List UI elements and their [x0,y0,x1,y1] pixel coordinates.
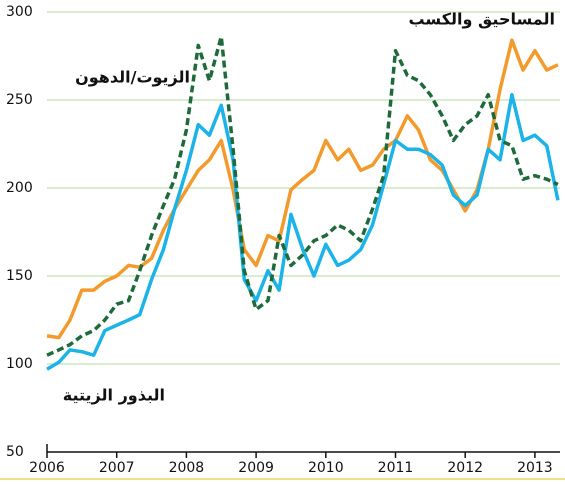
x-tick-label: 2013 [517,460,553,476]
x-tick-label: 2007 [99,460,135,476]
x-tick-label: 2009 [238,460,274,476]
y-tick-label: 250 [6,92,33,108]
y-tick-label: 50 [6,444,24,460]
y-tick-label: 150 [6,268,33,284]
x-tick-label: 2011 [378,460,414,476]
series-line [46,34,559,357]
series-label: الزيوت/الدهون [75,68,190,87]
series-label: البذور الزيتية [63,386,165,405]
x-tick-label: 2012 [447,460,483,476]
x-tick-label: 2006 [29,460,65,476]
x-tick-label: 2010 [308,460,344,476]
y-tick-label: 100 [6,356,33,372]
series-line [46,92,560,371]
y-tick-label: 200 [6,180,33,196]
x-tick-label: 2008 [169,460,205,476]
series-label: المساحيق والكسب [408,10,555,29]
y-tick-label: 300 [6,4,33,20]
